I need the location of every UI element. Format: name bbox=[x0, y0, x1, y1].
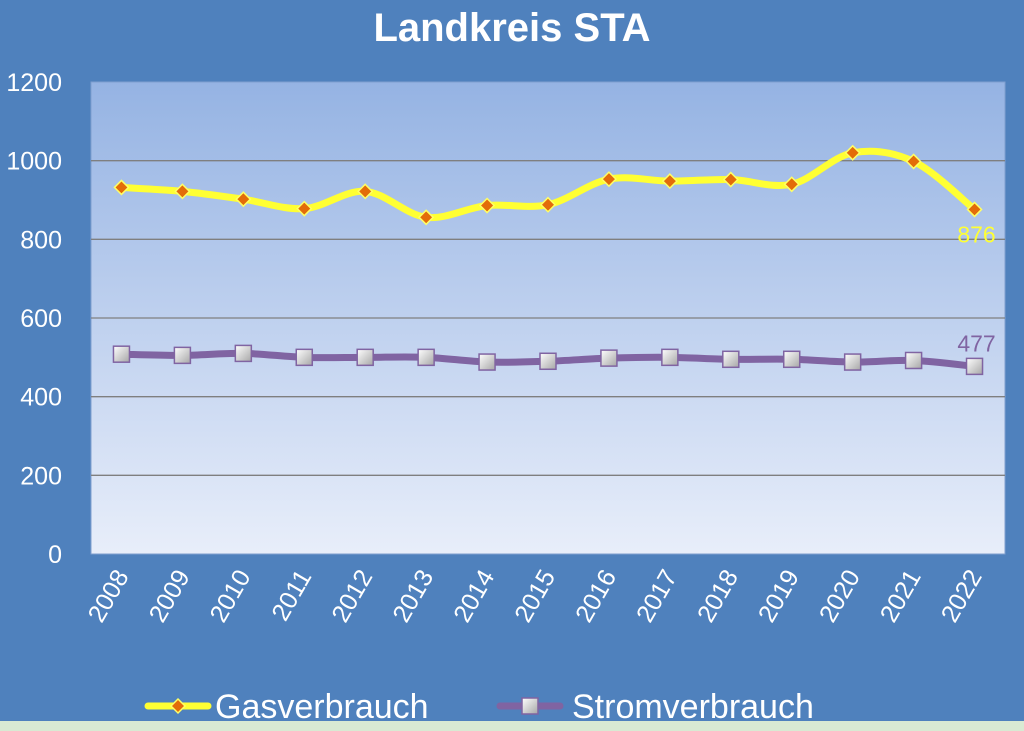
x-tick-label: 2020 bbox=[814, 565, 866, 627]
x-tick-label: 2012 bbox=[326, 565, 378, 627]
data-label: 477 bbox=[957, 330, 995, 356]
square-marker bbox=[904, 351, 923, 370]
diamond-marker bbox=[235, 191, 252, 208]
square-marker bbox=[295, 348, 314, 367]
diamond-marker bbox=[418, 209, 435, 226]
square-marker bbox=[965, 357, 984, 376]
legend-label: Gasverbrauch bbox=[215, 688, 429, 726]
x-tick-label: 2015 bbox=[509, 565, 561, 627]
x-tick-label: 2008 bbox=[83, 565, 135, 627]
series-lines: 876 477 bbox=[112, 144, 996, 376]
y-tick-label: 0 bbox=[48, 541, 62, 569]
square-marker bbox=[521, 697, 539, 715]
square-marker bbox=[478, 353, 496, 371]
diamond-marker bbox=[479, 197, 496, 214]
x-tick-label: 2019 bbox=[753, 565, 805, 627]
x-tick-label: 2017 bbox=[631, 565, 683, 627]
diamond-marker bbox=[174, 183, 191, 200]
diamond-marker bbox=[113, 179, 130, 196]
square-marker bbox=[843, 353, 862, 371]
legend-item: Stromverbrauch bbox=[496, 688, 814, 726]
x-tick-label: 2021 bbox=[875, 565, 927, 627]
square-marker bbox=[112, 345, 131, 363]
x-tick-label: 2018 bbox=[692, 565, 744, 627]
x-axis-ticks: 2008 2009 2010 2011 2012 2013 2014 2015 2016 2017… bbox=[83, 565, 988, 627]
diamond-marker bbox=[844, 144, 861, 161]
square-marker bbox=[356, 348, 374, 367]
square-marker bbox=[234, 344, 253, 363]
y-tick-label: 600 bbox=[20, 305, 62, 333]
series-stromverbrauch: 477 bbox=[112, 330, 996, 376]
square-marker bbox=[539, 352, 557, 371]
legend-label: Stromverbrauch bbox=[572, 688, 814, 726]
legend: Gasverbrauch Stromverbrauch bbox=[144, 688, 814, 726]
square-marker bbox=[600, 349, 618, 367]
x-tick-label: 2011 bbox=[266, 565, 317, 626]
square-marker bbox=[417, 348, 435, 367]
diamond-marker bbox=[539, 196, 557, 213]
data-label: 876 bbox=[957, 221, 995, 247]
x-tick-label: 2010 bbox=[204, 565, 256, 627]
x-tick-label: 2013 bbox=[387, 565, 439, 627]
bottom-strip bbox=[0, 721, 1024, 731]
square-marker bbox=[722, 350, 740, 369]
diamond-marker bbox=[783, 176, 800, 193]
y-tick-label: 800 bbox=[20, 226, 62, 254]
diamond-marker bbox=[169, 697, 187, 715]
y-tick-label: 200 bbox=[20, 462, 62, 490]
diamond-marker bbox=[966, 201, 983, 218]
diamond-marker bbox=[296, 200, 313, 217]
series-gasverbrauch: 876 bbox=[113, 144, 996, 247]
x-tick-label: 2009 bbox=[144, 565, 196, 627]
legend-item: Gasverbrauch bbox=[144, 688, 429, 726]
square-marker bbox=[782, 350, 801, 369]
x-tick-label: 2016 bbox=[570, 565, 622, 627]
diamond-marker bbox=[357, 183, 374, 200]
x-tick-label: 2022 bbox=[936, 565, 988, 627]
chart-title: Landkreis STA bbox=[373, 6, 651, 50]
diamond-marker bbox=[722, 171, 739, 188]
diamond-marker bbox=[600, 171, 617, 188]
y-axis-ticks: 0 200 400 600 800 1000 1200 bbox=[6, 69, 62, 569]
diamond-marker bbox=[661, 173, 678, 190]
x-tick-label: 2014 bbox=[448, 565, 500, 627]
square-marker bbox=[173, 346, 192, 365]
square-marker bbox=[661, 348, 679, 367]
diamond-marker bbox=[905, 153, 922, 170]
y-tick-label: 1000 bbox=[6, 148, 62, 176]
y-tick-label: 1200 bbox=[6, 69, 62, 97]
y-tick-label: 400 bbox=[20, 384, 62, 412]
